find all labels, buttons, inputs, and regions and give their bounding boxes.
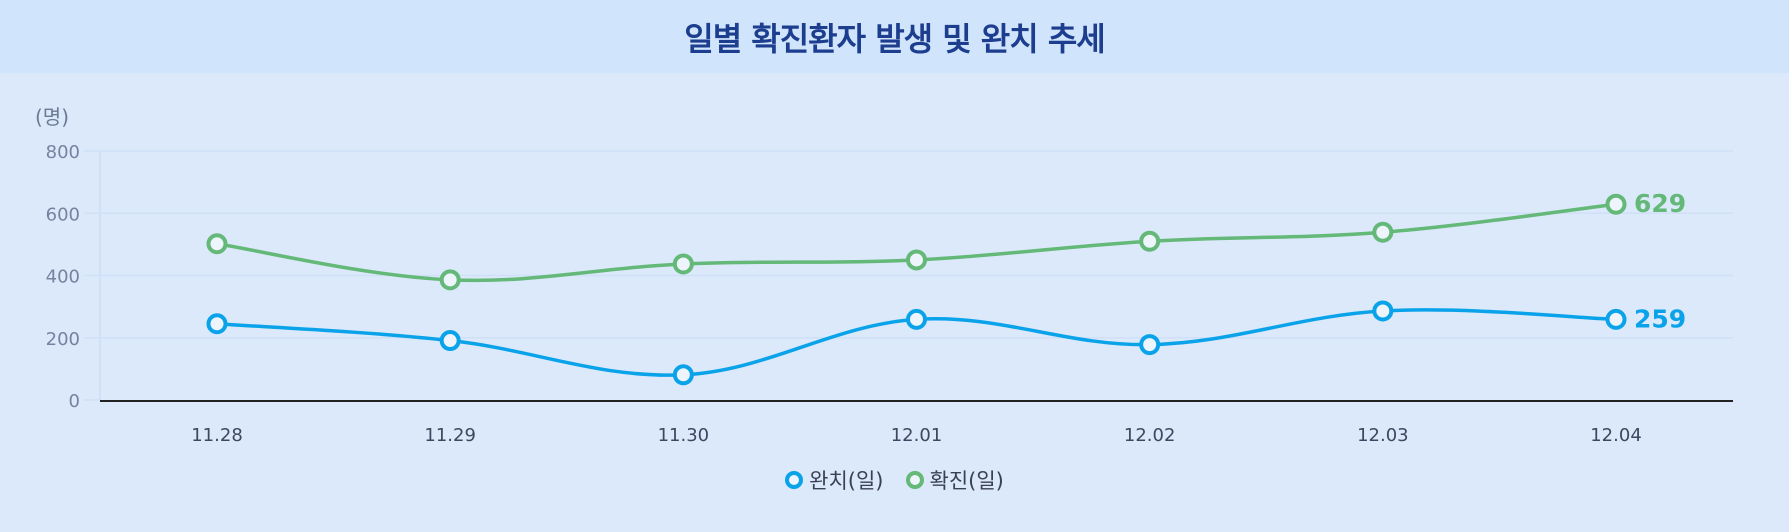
legend-label-recovered: 완치(일)	[809, 469, 884, 493]
x-tick-label: 11.30	[658, 425, 710, 446]
data-point-confirmed[interactable]	[1139, 230, 1161, 252]
legend-swatch-confirmed	[905, 471, 924, 489]
data-point-confirmed[interactable]	[206, 233, 228, 255]
x-tick-label: 11.28	[191, 425, 243, 446]
y-tick-label: 0	[69, 391, 80, 412]
line-chart: (명) 0 200 400 600 800 11.28 11.29 11.30 12.01 12.…	[35, 105, 1733, 446]
data-point-recovered[interactable]	[206, 313, 228, 335]
legend-item-confirmed[interactable]: 확진(일)	[905, 465, 1004, 495]
legend-swatch-recovered	[785, 471, 804, 489]
data-point-confirmed[interactable]	[1372, 221, 1394, 243]
chart-title: 일별 확진환자 발생 및 완치 추세	[684, 19, 1105, 58]
data-point-confirmed[interactable]	[672, 253, 694, 275]
chart-header: 일별 확진환자 발생 및 완치 추세	[0, 0, 1789, 73]
x-tick-label: 12.03	[1357, 425, 1409, 446]
data-point-recovered[interactable]	[1139, 334, 1161, 356]
data-point-recovered[interactable]	[1605, 308, 1627, 330]
y-tick-label: 200	[46, 329, 80, 350]
data-point-confirmed[interactable]	[906, 249, 927, 271]
data-point-confirmed[interactable]	[439, 269, 461, 291]
data-point-recovered[interactable]	[439, 330, 461, 352]
y-axis-label: (명)	[35, 105, 69, 129]
y-tick-label: 600	[46, 204, 80, 225]
data-point-recovered[interactable]	[672, 364, 694, 386]
x-tick-label: 12.04	[1590, 425, 1642, 446]
y-tick-label: 400	[46, 267, 80, 288]
data-point-confirmed[interactable]	[1605, 193, 1627, 215]
legend-item-recovered[interactable]: 완치(일)	[785, 465, 884, 495]
x-tick-label: 12.02	[1124, 425, 1176, 446]
data-label-confirmed: 629	[1634, 189, 1686, 218]
x-tick-label: 11.29	[424, 425, 476, 446]
chart-legend: 완치(일) 확진(일)	[0, 465, 1789, 495]
data-point-recovered[interactable]	[1372, 300, 1394, 322]
data-label-recovered: 259	[1634, 304, 1686, 333]
x-tick-label: 12.01	[891, 425, 943, 446]
y-tick-label: 800	[46, 142, 80, 163]
legend-label-confirmed: 확진(일)	[929, 469, 1004, 493]
data-point-recovered[interactable]	[906, 308, 927, 330]
